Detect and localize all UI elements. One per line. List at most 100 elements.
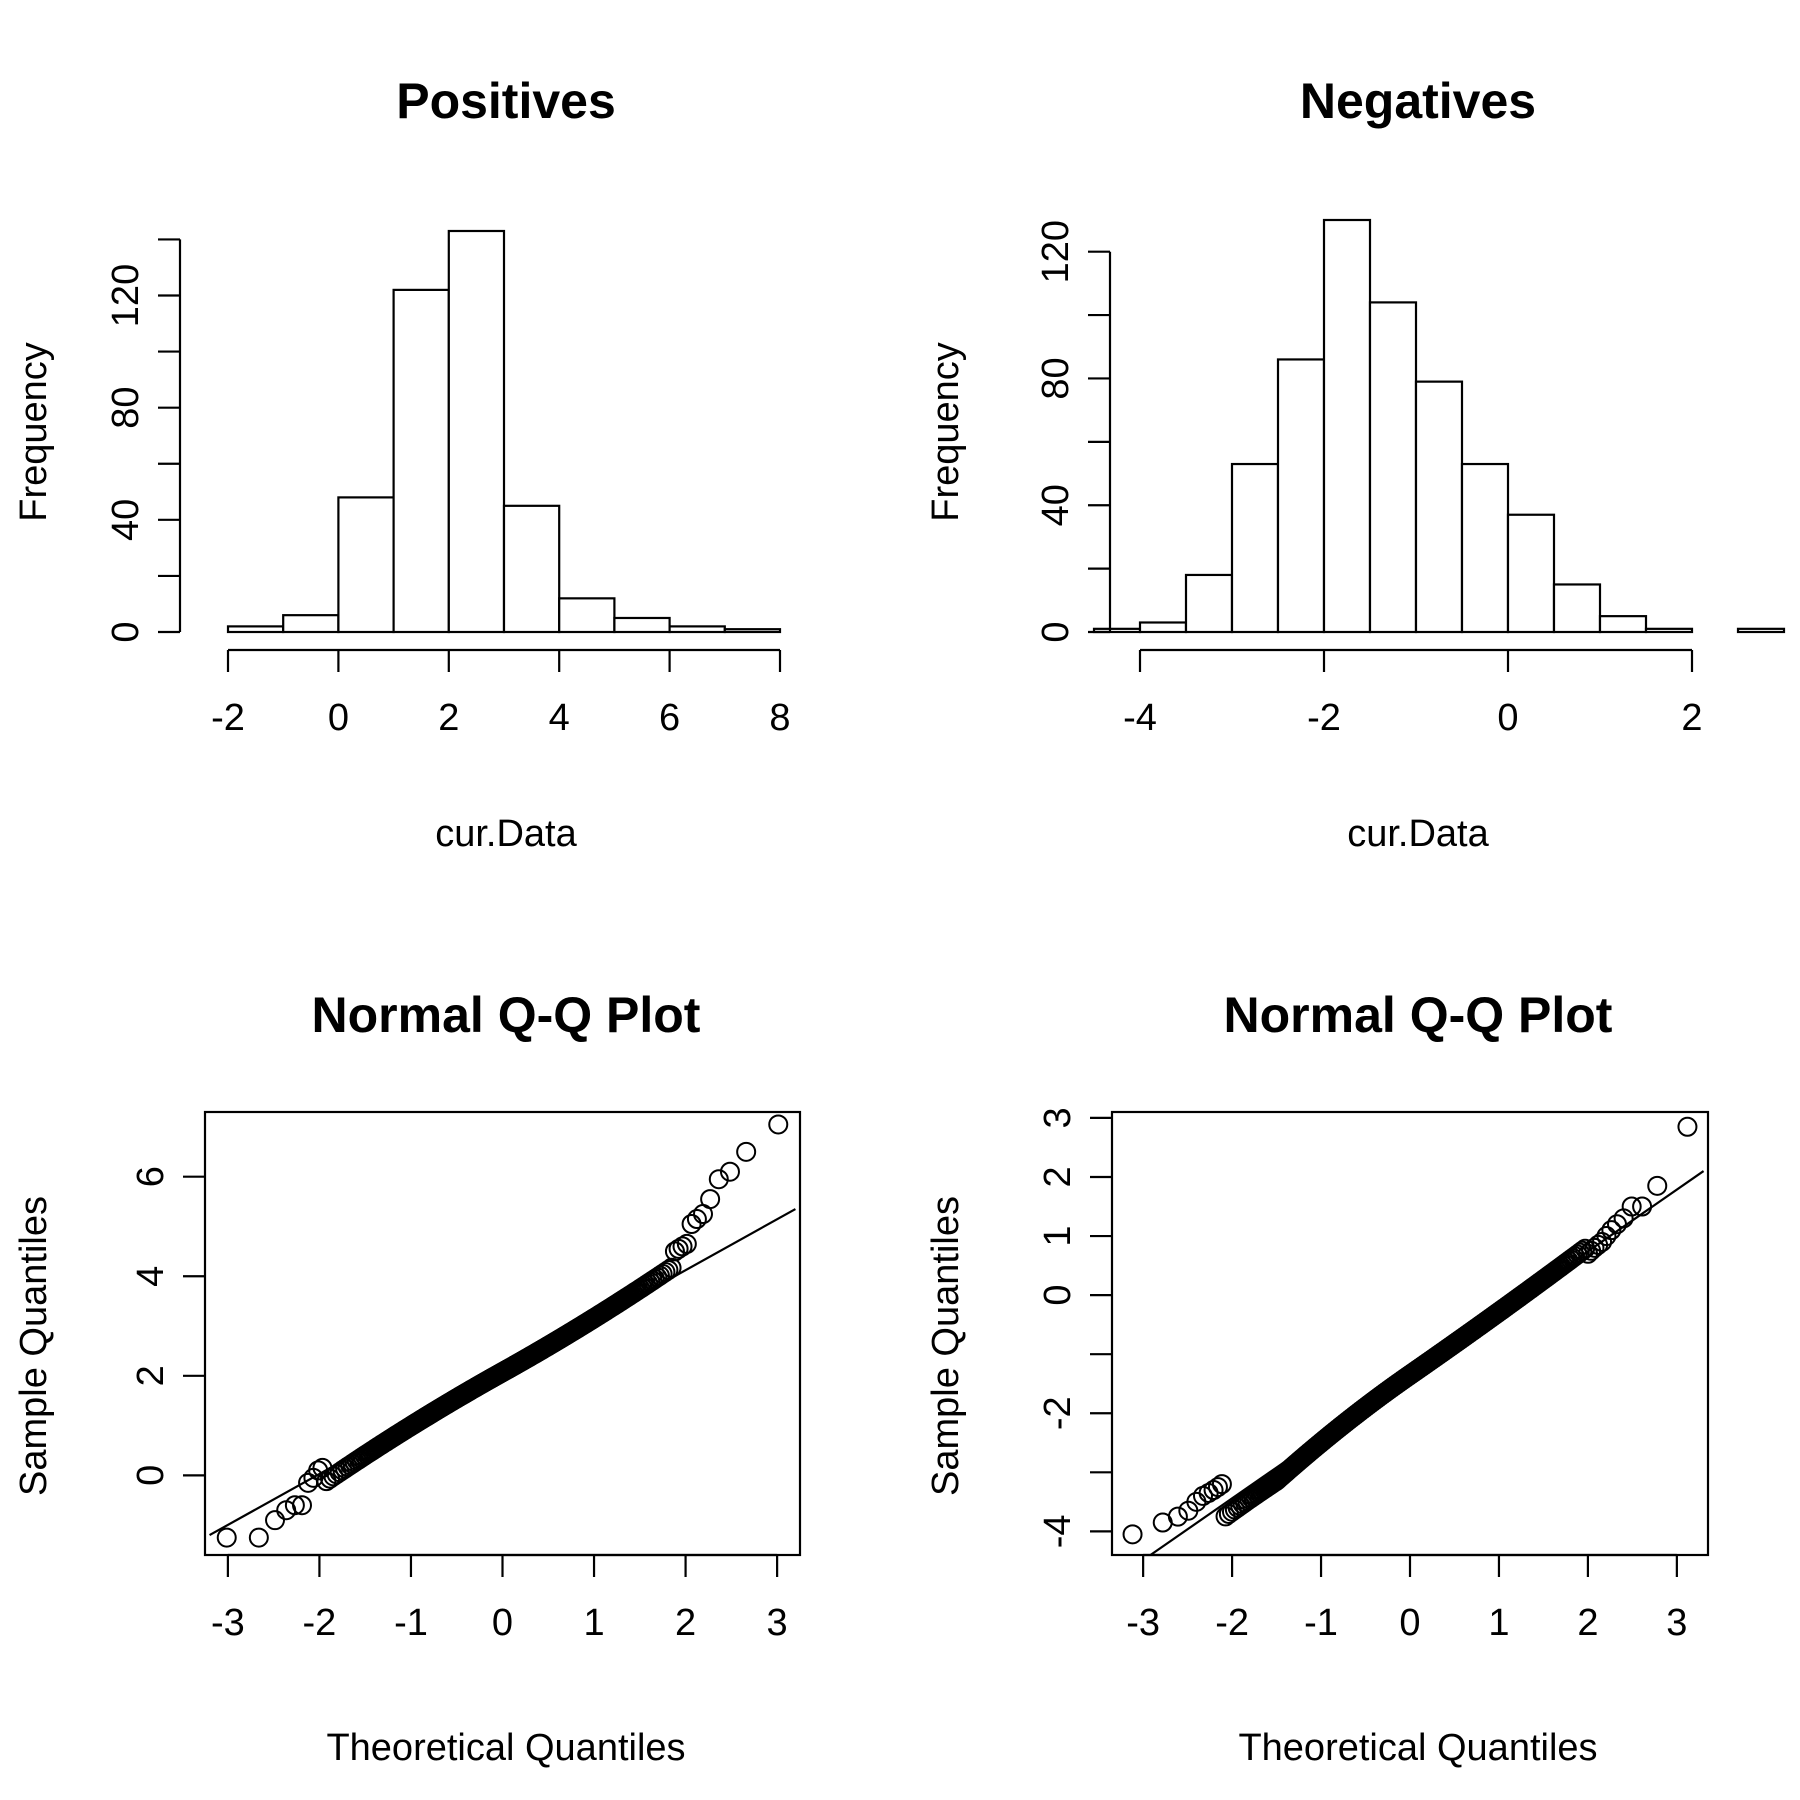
qq-reference-line xyxy=(209,1208,796,1537)
qq-points xyxy=(216,1114,789,1548)
y-tick-label: 0 xyxy=(1037,1285,1079,1306)
y-axis: 0 40 80 120 xyxy=(105,238,182,643)
x-tick-label: -2 xyxy=(303,1602,337,1644)
x-tick-label: -2 xyxy=(211,697,245,739)
y-axis-title: Frequency xyxy=(925,342,967,522)
y-axis: -4 -2 0 1 2 3 xyxy=(1037,1107,1112,1548)
histogram-bar xyxy=(558,597,616,634)
y-tick-label: -2 xyxy=(1037,1396,1079,1430)
x-tick-label: -3 xyxy=(1126,1602,1160,1644)
qq-point xyxy=(672,1236,693,1257)
qq-point xyxy=(686,1209,707,1230)
x-axis-title: Theoretical Quantiles xyxy=(326,1727,685,1769)
qq-point xyxy=(736,1141,757,1162)
y-axis-title: Sample Quantiles xyxy=(13,1196,55,1496)
histogram-bar xyxy=(1598,615,1648,634)
histogram-bar xyxy=(1736,627,1786,634)
histogram-bar xyxy=(1230,462,1280,634)
x-tick-label: 2 xyxy=(1681,697,1702,739)
x-axis-title: Theoretical Quantiles xyxy=(1238,1727,1597,1769)
x-tick-label: -1 xyxy=(1304,1602,1338,1644)
qq-point xyxy=(1569,1242,1590,1263)
histogram-bars xyxy=(226,229,782,634)
y-tick-label: 3 xyxy=(1037,1107,1079,1128)
histogram-bar xyxy=(392,288,450,634)
x-tick-label: 1 xyxy=(1488,1602,1509,1644)
qq-point xyxy=(265,1510,286,1531)
histogram-bar xyxy=(1506,513,1556,634)
qq-point xyxy=(700,1189,721,1210)
histogram-bar xyxy=(1552,583,1602,634)
chart-title: Normal Q-Q Plot xyxy=(312,987,701,1043)
chart-title: Positives xyxy=(396,73,616,129)
x-tick-label: 0 xyxy=(1399,1602,1420,1644)
histogram-bars xyxy=(1092,218,1786,634)
x-tick-label: -2 xyxy=(1307,697,1341,739)
qq-point xyxy=(1211,1474,1232,1495)
chart-title: Negatives xyxy=(1300,73,1536,129)
qq-point xyxy=(291,1495,312,1516)
x-tick-label: -1 xyxy=(394,1602,428,1644)
y-tick-label: 40 xyxy=(105,499,147,541)
y-tick-label: 2 xyxy=(1037,1166,1079,1187)
qq-point xyxy=(1596,1226,1617,1247)
qq-point xyxy=(681,1213,702,1234)
histogram-bar xyxy=(723,628,782,634)
x-axis: -3 -2 -1 0 1 2 3 xyxy=(1126,1553,1687,1644)
x-tick-label: -3 xyxy=(211,1602,245,1644)
y-tick-label: 0 xyxy=(1035,621,1077,642)
x-tick-label: -4 xyxy=(1123,697,1157,739)
histogram-bar xyxy=(226,625,285,634)
y-tick-label: 120 xyxy=(1035,220,1077,283)
histogram-bar xyxy=(1368,301,1418,634)
qq-point xyxy=(1167,1506,1188,1527)
x-tick-label: 2 xyxy=(438,697,459,739)
y-tick-label: 80 xyxy=(1035,357,1077,399)
x-tick-label: 2 xyxy=(675,1602,696,1644)
y-tick-label: 6 xyxy=(130,1166,172,1187)
qq-point xyxy=(1647,1175,1668,1196)
x-tick-label: 8 xyxy=(769,697,790,739)
chart-title: Normal Q-Q Plot xyxy=(1224,987,1613,1043)
histogram-bar xyxy=(1276,358,1326,634)
histogram-bar xyxy=(1644,627,1694,634)
histogram-bar xyxy=(1184,573,1234,634)
histogram-bar xyxy=(337,496,395,634)
qq-point xyxy=(708,1169,729,1190)
histogram-bar xyxy=(1460,462,1510,634)
histogram-bar xyxy=(1322,218,1372,634)
x-tick-label: 3 xyxy=(767,1602,788,1644)
y-tick-label: 80 xyxy=(105,387,147,429)
histogram-bar xyxy=(1414,380,1464,634)
qq-point xyxy=(1122,1524,1143,1545)
qq-point xyxy=(284,1495,305,1516)
negatives-histogram-panel: Negatives cur.Data Frequency -4 -2 0 2 0408… xyxy=(925,73,1786,855)
y-axis-title: Sample Quantiles xyxy=(925,1196,967,1496)
qq-reference-line xyxy=(1149,1170,1705,1556)
y-tick-label: 0 xyxy=(130,1465,172,1486)
y-tick-label: 2 xyxy=(130,1365,172,1386)
qq-point xyxy=(676,1233,697,1254)
qq-points xyxy=(1122,1116,1698,1545)
y-tick-label: 1 xyxy=(1037,1225,1079,1246)
y-axis: 0 2 4 6 xyxy=(130,1166,205,1486)
x-tick-label: 6 xyxy=(659,697,680,739)
qq-point xyxy=(1621,1196,1642,1217)
y-tick-label: 120 xyxy=(105,264,147,327)
histogram-bar xyxy=(668,625,726,634)
histogram-bar xyxy=(502,504,561,634)
y-tick-label: 4 xyxy=(130,1266,172,1287)
x-tick-label: 0 xyxy=(328,697,349,739)
histogram-bar xyxy=(447,229,506,634)
positives-histogram-panel: Positives cur.Data Frequency -2 0 2 4 6 8 0 40… xyxy=(13,73,791,855)
y-axis-title: Frequency xyxy=(13,342,55,522)
x-tick-label: 4 xyxy=(549,697,570,739)
qq-point xyxy=(216,1527,237,1548)
x-tick-label: 0 xyxy=(492,1602,513,1644)
x-axis: -2 0 2 4 6 8 xyxy=(211,648,791,739)
x-axis: -3 -2 -1 0 1 2 3 xyxy=(211,1553,788,1644)
x-tick-label: -2 xyxy=(1215,1602,1249,1644)
x-tick-label: 3 xyxy=(1666,1602,1687,1644)
x-axis-title: cur.Data xyxy=(1347,813,1489,855)
x-tick-label: 2 xyxy=(1577,1602,1598,1644)
